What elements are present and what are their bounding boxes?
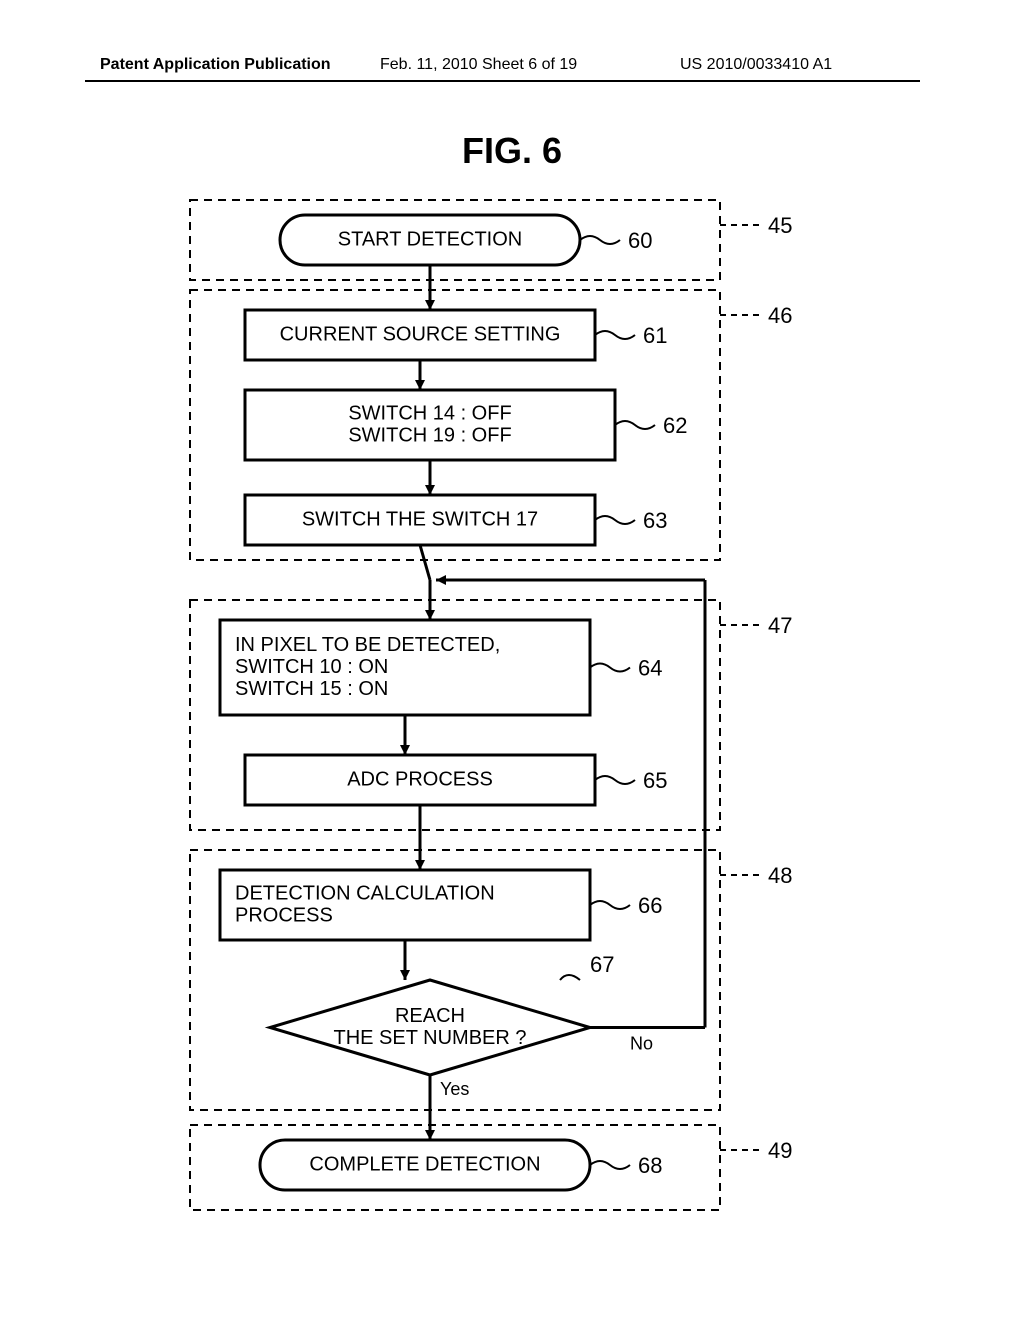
header-rule bbox=[85, 80, 920, 82]
group-label-45: 45 bbox=[768, 213, 792, 238]
header-left: Patent Application Publication bbox=[100, 56, 331, 74]
group-label-46: 46 bbox=[768, 303, 792, 328]
header-mid: Feb. 11, 2010 Sheet 6 of 19 bbox=[380, 56, 577, 74]
ref-label-64: 64 bbox=[638, 656, 662, 681]
group-label-47: 47 bbox=[768, 613, 792, 638]
node-text-63-0: SWITCH THE SWITCH 17 bbox=[302, 509, 538, 531]
ref-label-63: 63 bbox=[643, 508, 667, 533]
branch-label-no: No bbox=[630, 1034, 653, 1054]
node-text-60-0: START DETECTION bbox=[338, 229, 522, 251]
ref-label-60: 60 bbox=[628, 228, 652, 253]
node-text-62-0: SWITCH 14 : OFF bbox=[348, 403, 511, 425]
group-label-48: 48 bbox=[768, 863, 792, 888]
ref-label-61: 61 bbox=[643, 323, 667, 348]
ref-label-65: 65 bbox=[643, 768, 667, 793]
node-text-68-0: COMPLETE DETECTION bbox=[309, 1154, 540, 1176]
branch-label-yes: Yes bbox=[440, 1079, 469, 1099]
node-text-67-1: THE SET NUMBER ? bbox=[334, 1027, 527, 1049]
node-text-66-1: PROCESS bbox=[235, 905, 333, 927]
ref-label-62: 62 bbox=[663, 413, 687, 438]
node-text-65-0: ADC PROCESS bbox=[347, 769, 493, 791]
figure-title: FIG. 6 bbox=[0, 130, 1024, 172]
flowchart: 45 46 47 48 49 START DETECTION 60 CURRENT SOURC… bbox=[150, 190, 870, 1250]
ref-label-67: 67 bbox=[590, 952, 614, 977]
node-text-64-0: IN PIXEL TO BE DETECTED, bbox=[235, 634, 500, 656]
header-right: US 2010/0033410 A1 bbox=[680, 56, 832, 74]
node-text-66-0: DETECTION CALCULATION bbox=[235, 883, 495, 905]
ref-label-66: 66 bbox=[638, 893, 662, 918]
node-text-64-2: SWITCH 15 : ON bbox=[235, 678, 388, 700]
page: Patent Application Publication Feb. 11, … bbox=[0, 0, 1024, 1320]
group-label-49: 49 bbox=[768, 1138, 792, 1163]
ref-label-68: 68 bbox=[638, 1153, 662, 1178]
node-text-67-0: REACH bbox=[395, 1005, 465, 1027]
node-text-61-0: CURRENT SOURCE SETTING bbox=[280, 324, 561, 346]
node-text-62-1: SWITCH 19 : OFF bbox=[348, 425, 511, 447]
node-text-64-1: SWITCH 10 : ON bbox=[235, 656, 388, 678]
